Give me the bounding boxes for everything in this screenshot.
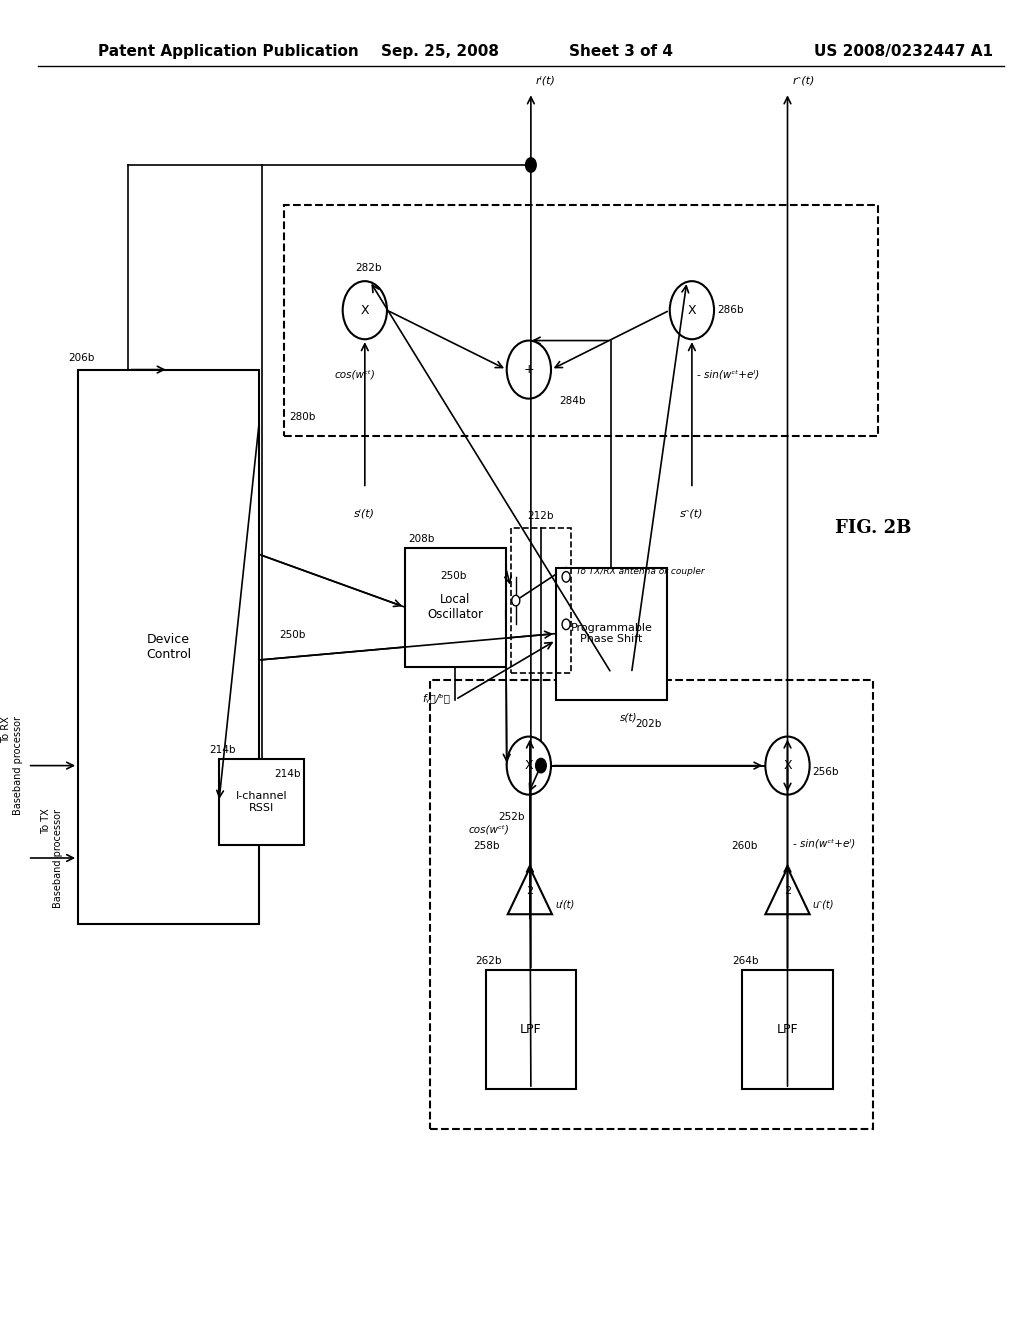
Circle shape bbox=[507, 737, 551, 795]
Text: 2: 2 bbox=[784, 886, 792, 896]
Circle shape bbox=[765, 737, 810, 795]
Text: uᵔ(t): uᵔ(t) bbox=[813, 899, 835, 909]
Text: 206b: 206b bbox=[68, 352, 94, 363]
Text: LPF: LPF bbox=[776, 1023, 799, 1036]
Text: 284b: 284b bbox=[559, 396, 586, 407]
Text: Local
Oscillator: Local Oscillator bbox=[427, 593, 483, 622]
Text: 2: 2 bbox=[526, 886, 534, 896]
Text: 262b: 262b bbox=[475, 956, 502, 966]
Text: +: + bbox=[523, 363, 535, 376]
Text: Patent Application Publication: Patent Application Publication bbox=[98, 44, 358, 59]
Bar bbox=[406, 548, 506, 667]
Bar bbox=[742, 970, 833, 1089]
Text: 202b: 202b bbox=[635, 719, 662, 730]
Circle shape bbox=[535, 758, 547, 774]
Bar bbox=[219, 759, 304, 845]
Text: To RX
Baseband processor: To RX Baseband processor bbox=[1, 715, 23, 814]
Circle shape bbox=[512, 595, 520, 606]
Text: To TX
Baseband processor: To TX Baseband processor bbox=[41, 808, 62, 908]
Text: 250b: 250b bbox=[440, 570, 467, 581]
Bar bbox=[556, 568, 667, 700]
Text: 214b: 214b bbox=[209, 744, 236, 755]
Text: - sin(wᶜᵗ+eᴵ): - sin(wᶜᵗ+eᴵ) bbox=[697, 370, 759, 380]
Bar bbox=[285, 205, 878, 436]
Circle shape bbox=[562, 572, 570, 582]
Text: Programmable
Phase Shift: Programmable Phase Shift bbox=[570, 623, 652, 644]
Text: X: X bbox=[687, 304, 696, 317]
Bar bbox=[485, 970, 577, 1089]
Text: uᴵ(t): uᴵ(t) bbox=[555, 899, 574, 909]
Text: LPF: LPF bbox=[520, 1023, 542, 1036]
Text: Sep. 25, 2008: Sep. 25, 2008 bbox=[381, 44, 500, 59]
Polygon shape bbox=[765, 867, 810, 915]
Text: Sheet 3 of 4: Sheet 3 of 4 bbox=[569, 44, 674, 59]
Text: 250b: 250b bbox=[280, 630, 305, 640]
Circle shape bbox=[343, 281, 387, 339]
Text: 256b: 256b bbox=[813, 767, 839, 777]
Text: FIG. 2B: FIG. 2B bbox=[835, 519, 911, 537]
Text: 282b: 282b bbox=[354, 263, 381, 273]
Text: 252b: 252b bbox=[499, 812, 525, 822]
Text: X: X bbox=[360, 304, 369, 317]
Text: To TX/RX antenna or coupler: To TX/RX antenna or coupler bbox=[577, 568, 705, 576]
Text: fᵧᵯ/ᵇᵯ: fᵧᵯ/ᵇᵯ bbox=[422, 693, 451, 704]
Text: 264b: 264b bbox=[732, 956, 759, 966]
Text: s(t): s(t) bbox=[620, 713, 637, 723]
Text: 260b: 260b bbox=[731, 841, 758, 851]
Text: X: X bbox=[783, 759, 792, 772]
Text: 258b: 258b bbox=[473, 841, 500, 851]
Text: 214b: 214b bbox=[274, 768, 301, 779]
Circle shape bbox=[525, 157, 537, 173]
Text: 212b: 212b bbox=[527, 511, 554, 521]
Text: US 2008/0232447 A1: US 2008/0232447 A1 bbox=[814, 44, 992, 59]
Text: Device
Control: Device Control bbox=[146, 632, 191, 661]
Circle shape bbox=[507, 341, 551, 399]
Polygon shape bbox=[508, 867, 552, 915]
Text: cos(wᶜᵗ): cos(wᶜᵗ) bbox=[468, 825, 509, 836]
Text: X: X bbox=[524, 759, 534, 772]
Text: - sin(wᶜᵗ+eᴵ): - sin(wᶜᵗ+eᴵ) bbox=[793, 838, 855, 849]
Text: 286b: 286b bbox=[717, 305, 743, 315]
Text: sᵔ(t): sᵔ(t) bbox=[680, 508, 703, 519]
Bar bbox=[511, 528, 571, 673]
Text: cos(wᶜᵗ): cos(wᶜᵗ) bbox=[334, 370, 375, 380]
Bar bbox=[430, 680, 873, 1129]
Bar bbox=[78, 370, 259, 924]
Text: rᴵ(t): rᴵ(t) bbox=[536, 75, 556, 86]
Text: 280b: 280b bbox=[290, 412, 315, 422]
Circle shape bbox=[562, 619, 570, 630]
Circle shape bbox=[670, 281, 714, 339]
Text: rᵔ(t): rᵔ(t) bbox=[793, 75, 815, 86]
Text: I-channel
RSSI: I-channel RSSI bbox=[236, 791, 288, 813]
Text: 208b: 208b bbox=[409, 533, 434, 544]
Text: sᴵ(t): sᴵ(t) bbox=[354, 508, 376, 519]
